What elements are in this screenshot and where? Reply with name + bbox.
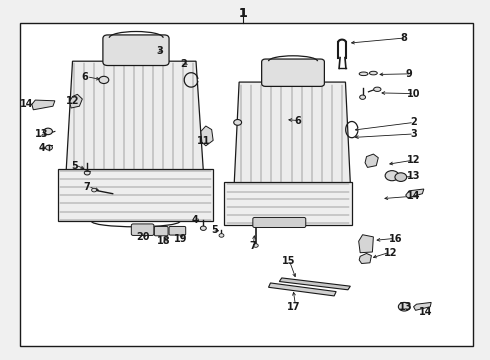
Polygon shape	[32, 100, 55, 110]
Text: 15: 15	[282, 256, 296, 266]
Ellipse shape	[374, 87, 381, 91]
Polygon shape	[365, 154, 378, 167]
Text: 12: 12	[407, 155, 421, 165]
Text: 2: 2	[411, 117, 417, 127]
Polygon shape	[359, 235, 373, 253]
Text: 12: 12	[384, 248, 398, 258]
Circle shape	[385, 171, 399, 181]
FancyBboxPatch shape	[169, 226, 186, 235]
Polygon shape	[359, 253, 371, 264]
Circle shape	[234, 120, 242, 125]
Ellipse shape	[369, 71, 377, 75]
Text: 14: 14	[407, 191, 421, 201]
Text: 4: 4	[192, 215, 198, 225]
Text: 6: 6	[294, 116, 301, 126]
Text: 13: 13	[399, 302, 413, 312]
Text: 4: 4	[38, 143, 45, 153]
Circle shape	[92, 188, 97, 192]
Polygon shape	[269, 283, 336, 296]
Text: 12: 12	[66, 96, 79, 106]
Circle shape	[253, 244, 258, 247]
Polygon shape	[70, 94, 82, 108]
Polygon shape	[234, 82, 350, 184]
Polygon shape	[66, 61, 203, 171]
Text: 7: 7	[249, 240, 256, 251]
Ellipse shape	[359, 72, 368, 76]
Text: 2: 2	[180, 59, 187, 69]
Circle shape	[219, 234, 224, 237]
Circle shape	[395, 173, 407, 181]
Circle shape	[44, 128, 52, 135]
Text: 5: 5	[211, 225, 218, 235]
Text: 3: 3	[156, 46, 163, 56]
Text: 17: 17	[287, 302, 301, 312]
Circle shape	[360, 95, 366, 99]
Text: 1: 1	[238, 7, 247, 20]
FancyBboxPatch shape	[103, 35, 169, 66]
Text: 6: 6	[81, 72, 88, 82]
Polygon shape	[406, 189, 424, 198]
Text: 8: 8	[401, 33, 408, 43]
Polygon shape	[224, 182, 352, 225]
Text: 11: 11	[196, 136, 210, 146]
Circle shape	[84, 171, 90, 175]
Polygon shape	[279, 278, 350, 290]
Text: 19: 19	[173, 234, 187, 244]
FancyBboxPatch shape	[154, 226, 168, 236]
Text: 13: 13	[407, 171, 421, 181]
Text: 13: 13	[35, 129, 49, 139]
Text: 14: 14	[20, 99, 34, 109]
FancyBboxPatch shape	[131, 224, 154, 235]
Text: 14: 14	[418, 307, 432, 318]
Polygon shape	[58, 169, 213, 221]
Circle shape	[99, 76, 109, 84]
Polygon shape	[414, 302, 431, 310]
Circle shape	[200, 226, 206, 230]
Text: 7: 7	[84, 182, 91, 192]
Circle shape	[398, 302, 410, 311]
Text: 18: 18	[157, 236, 171, 246]
Text: 9: 9	[406, 69, 413, 79]
Text: 20: 20	[136, 232, 150, 242]
Text: 16: 16	[389, 234, 403, 244]
Circle shape	[46, 145, 52, 150]
FancyBboxPatch shape	[253, 217, 306, 228]
FancyBboxPatch shape	[262, 59, 324, 86]
Text: 5: 5	[71, 161, 78, 171]
Text: 1: 1	[238, 7, 247, 20]
Text: 10: 10	[407, 89, 421, 99]
Text: 3: 3	[411, 129, 417, 139]
Polygon shape	[201, 126, 213, 146]
Bar	[20, 23, 473, 346]
